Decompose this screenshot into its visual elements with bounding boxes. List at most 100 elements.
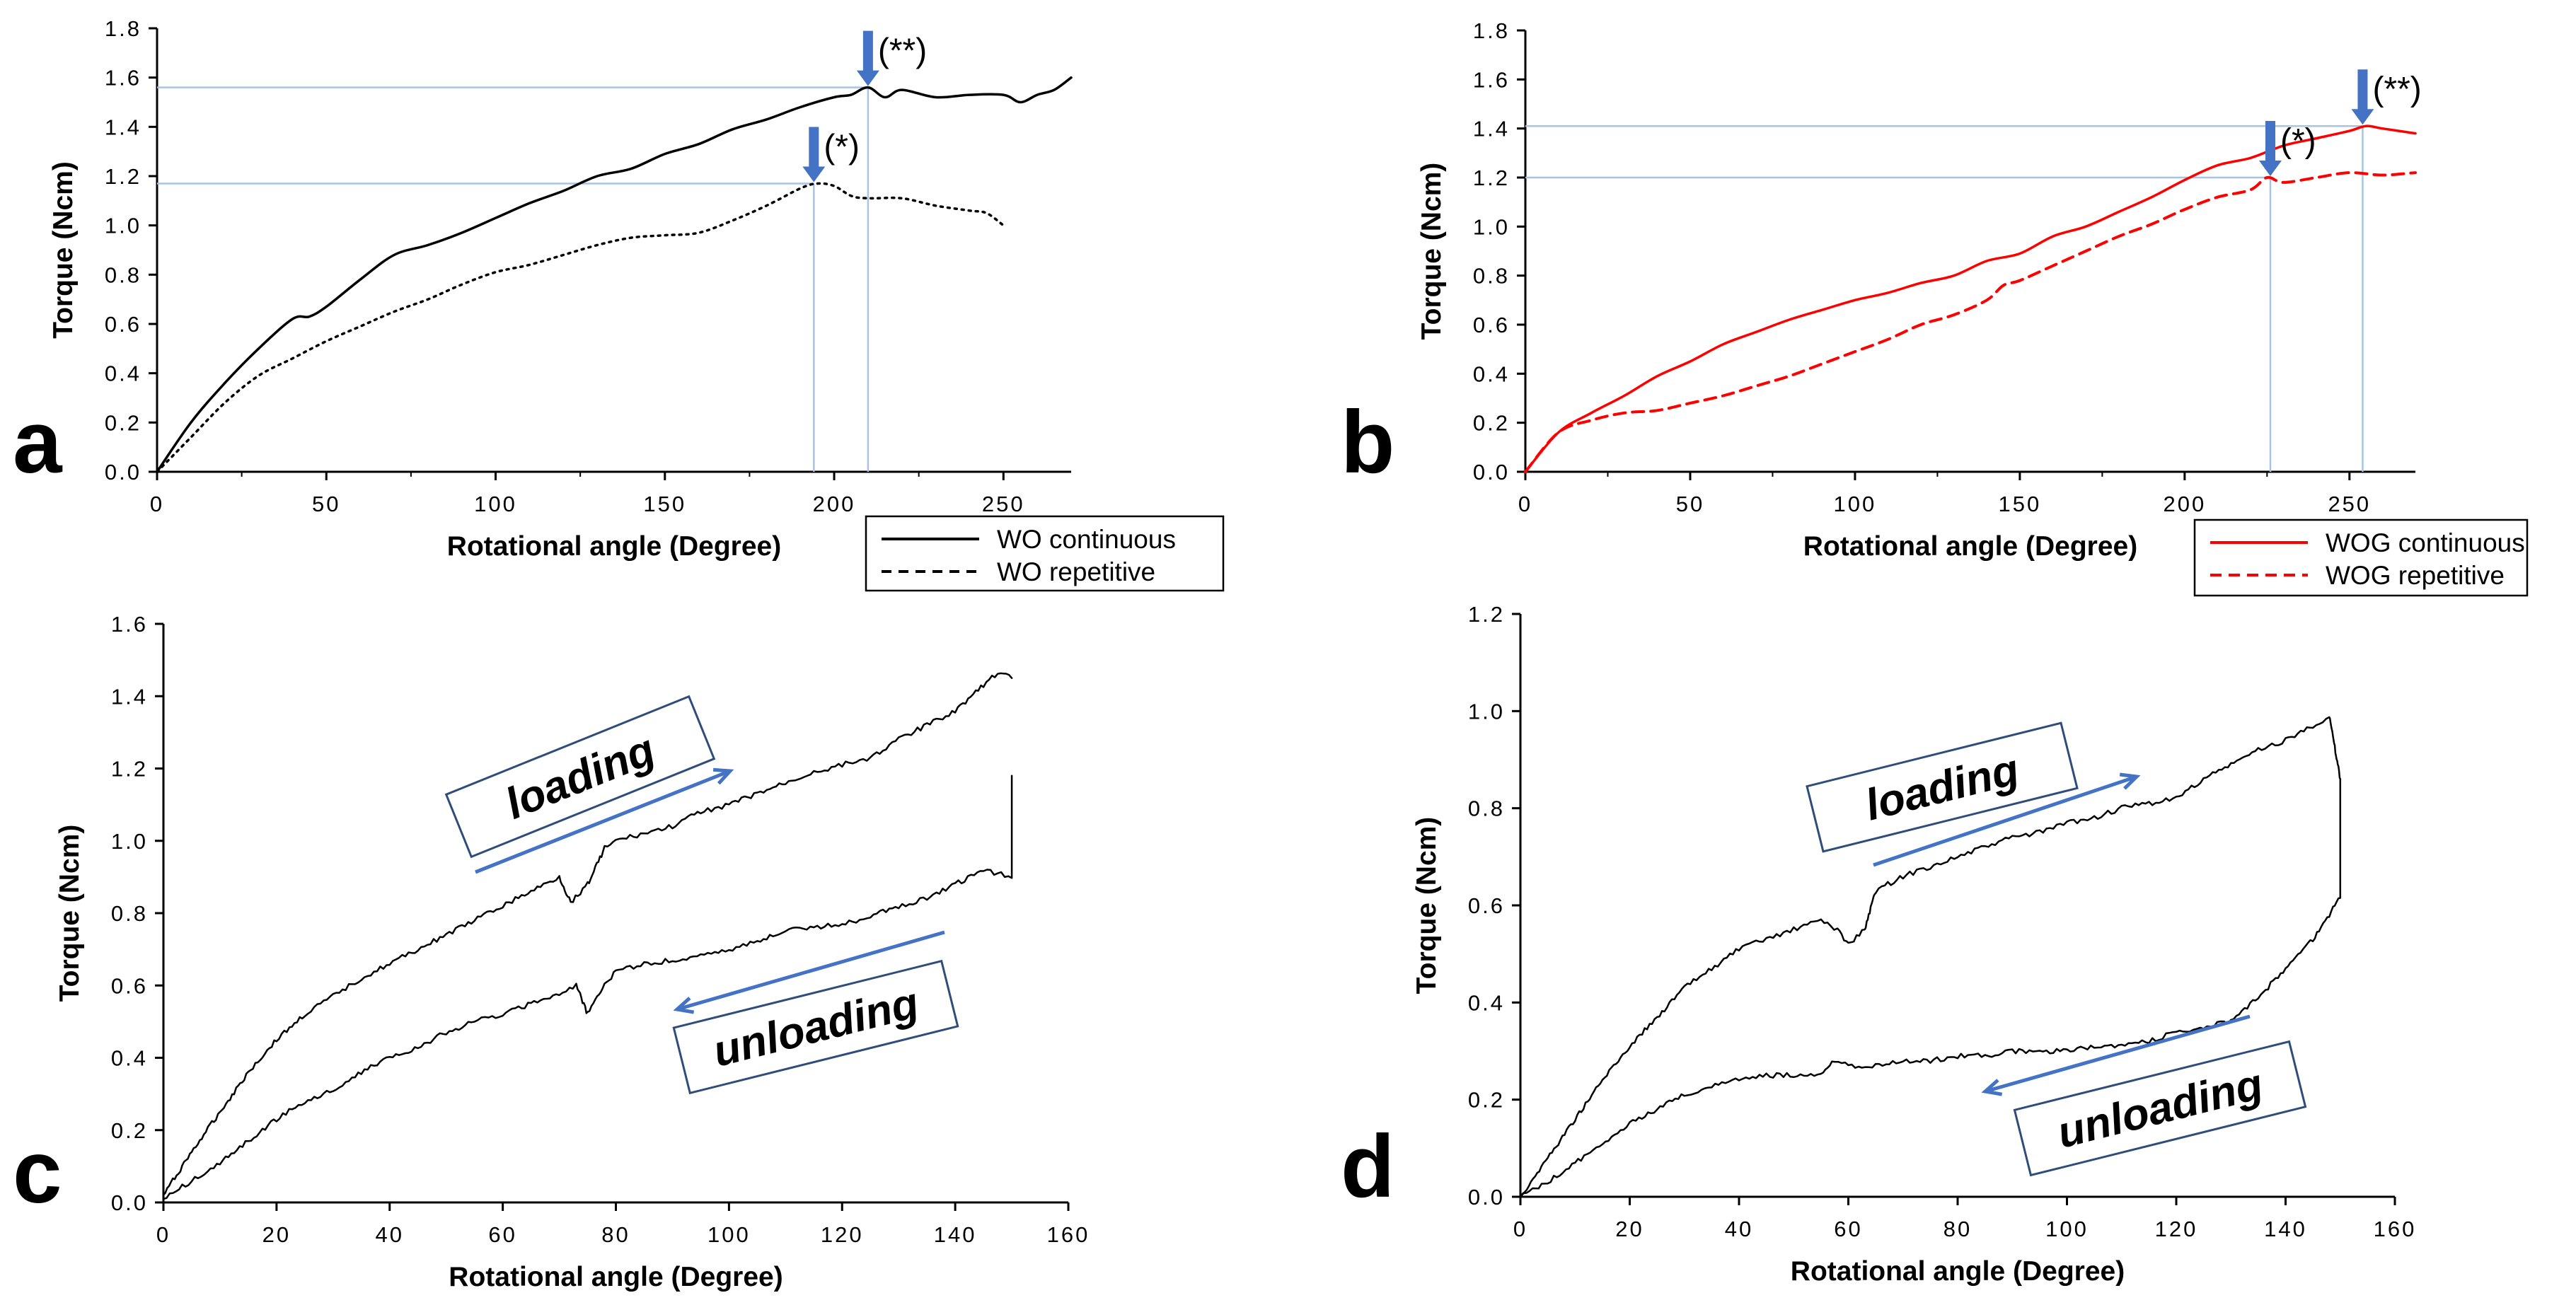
x-tick-label: 40	[1725, 1217, 1753, 1241]
y-tick-label: 1.0	[1468, 699, 1505, 724]
x-tick-label: 250	[2328, 492, 2371, 516]
y-axis-title: Torque (Ncm)	[48, 161, 79, 339]
unloading-arrow-d-head	[1981, 1079, 2003, 1096]
y-tick-label: 1.2	[1473, 166, 1510, 190]
x-tick-label: 20	[262, 1222, 291, 1247]
panel-letter: d	[1341, 1118, 1394, 1216]
marker-arrow-head	[2351, 109, 2374, 125]
y-tick-label: 0.8	[111, 901, 148, 926]
marker-single-star: (*)	[802, 127, 860, 182]
loading-arrow-c-shaft	[475, 769, 731, 874]
y-axis-title: Torque (Ncm)	[54, 825, 85, 1002]
y-tick-label: 0.0	[1473, 460, 1510, 485]
x-tick-label: 100	[707, 1222, 751, 1247]
x-tick-label: 20	[1615, 1217, 1644, 1241]
x-tick-label: 100	[474, 492, 517, 516]
x-tick-label: 60	[488, 1222, 516, 1247]
x-tick-label: 200	[813, 492, 856, 516]
y-tick-label: 0.0	[111, 1190, 148, 1215]
x-tick-label: 0	[1513, 1217, 1527, 1241]
x-axis-title: Rotational angle (Degree)	[449, 1262, 782, 1292]
x-tick-label: 100	[2045, 1217, 2089, 1241]
x-tick-label: 150	[1999, 492, 2042, 516]
y-tick-label: 0.6	[105, 312, 141, 337]
loading-arrow-c-head	[712, 767, 734, 785]
marker-single-star: (*)	[2258, 121, 2316, 176]
y-tick-label: 1.8	[1473, 18, 1510, 43]
y-tick-label: 1.6	[105, 66, 141, 91]
marker-arrow-head	[802, 166, 826, 182]
marker-arrow-shaft	[862, 30, 873, 72]
panel-letter: a	[13, 393, 63, 492]
x-tick-label: 100	[1834, 492, 1877, 516]
y-axis-title: Torque (Ncm)	[1416, 163, 1447, 340]
marker-arrow-shaft	[809, 127, 819, 168]
x-tick-label: 120	[821, 1222, 864, 1247]
loading-box-c: loading	[444, 695, 716, 859]
panel-letter: c	[13, 1123, 62, 1222]
x-tick-label: 0	[150, 492, 164, 516]
y-tick-label: 0.4	[1468, 990, 1505, 1015]
y-tick-label: 1.4	[111, 684, 148, 709]
series-loading	[162, 672, 1013, 1196]
series-wo-continuous	[156, 76, 1073, 473]
y-tick-label: 1.2	[1468, 602, 1505, 627]
y-tick-label: 1.6	[111, 612, 148, 637]
y-tick-label: 1.6	[1473, 67, 1510, 92]
y-tick-label: 0.8	[1473, 264, 1510, 289]
y-tick-label: 0.4	[1473, 361, 1510, 386]
unloading-arrow-c-head	[673, 997, 695, 1014]
y-tick-label: 0.8	[1468, 796, 1505, 821]
marker-arrow-shaft	[2265, 121, 2275, 162]
unloading-arrow-c	[673, 930, 945, 1014]
x-tick-label: 160	[2374, 1217, 2417, 1241]
legend-box	[2193, 518, 2529, 597]
y-tick-label: 0.6	[111, 973, 148, 998]
unloading-box-c-frame	[672, 959, 959, 1095]
marker-label: (**)	[878, 33, 927, 70]
y-tick-label: 1.0	[105, 214, 141, 238]
y-tick-label: 1.4	[1473, 117, 1510, 141]
x-tick-label: 50	[1676, 492, 1704, 516]
loading-arrow-d	[1873, 772, 2141, 867]
series-wog-repetitive	[1524, 171, 2417, 473]
y-tick-label: 0.0	[1468, 1185, 1505, 1210]
panel-a: 0.0 0.2 0.4 0.6 0.8 1.0 1.2 1.4 1.6 1.8 0 50 100 150 2…	[13, 16, 1225, 592]
y-tick-label: 0.6	[1468, 893, 1505, 918]
x-tick-label: 0	[156, 1222, 171, 1247]
y-tick-label: 1.0	[111, 829, 148, 854]
unloading-box-d: unloading	[2013, 1040, 2307, 1177]
series-wog-continuous	[1524, 124, 2417, 473]
x-tick-label: 60	[1834, 1217, 1862, 1241]
loading-box-d-frame	[1806, 721, 2079, 853]
marker-label: (*)	[824, 128, 860, 166]
x-tick-label: 80	[601, 1222, 630, 1247]
marker-double-star: (**)	[2351, 69, 2422, 125]
legend-label: WOG continuous	[2326, 528, 2525, 557]
x-tick-label: 150	[643, 492, 686, 516]
marker-label: (**)	[2372, 71, 2421, 108]
loading-arrow-d-shaft	[1873, 775, 2137, 867]
y-tick-label: 0.2	[105, 410, 141, 435]
unloading-arrow-d	[1981, 1014, 2251, 1096]
y-tick-label: 0.2	[1473, 411, 1510, 436]
loading-arrow-d-head	[2119, 772, 2141, 790]
legend-label: WO repetitive	[997, 557, 1155, 586]
x-tick-label: 140	[934, 1222, 977, 1247]
y-tick-label: 1.4	[105, 115, 141, 139]
y-tick-label: 0.8	[105, 262, 141, 287]
marker-label: (*)	[2280, 122, 2316, 160]
unloading-box-d-frame	[2013, 1040, 2307, 1177]
legend-label: WO continuous	[997, 525, 1176, 554]
legend-box	[865, 515, 1225, 592]
panel-d: 0.0 0.2 0.4 0.6 0.8 1.0 1.2 0 20 40 60 80 100 120 140 1…	[1341, 602, 2417, 1287]
series-unloading	[162, 775, 1013, 1200]
marker-arrow-shaft	[2357, 69, 2368, 111]
marker-arrow-head	[2258, 161, 2282, 176]
y-tick-label: 0.0	[105, 460, 141, 485]
x-tick-label: 40	[376, 1222, 404, 1247]
x-axis-title: Rotational angle (Degree)	[447, 531, 781, 562]
unloading-arrow-c-shaft	[676, 930, 945, 1011]
y-tick-label: 1.2	[111, 757, 148, 782]
